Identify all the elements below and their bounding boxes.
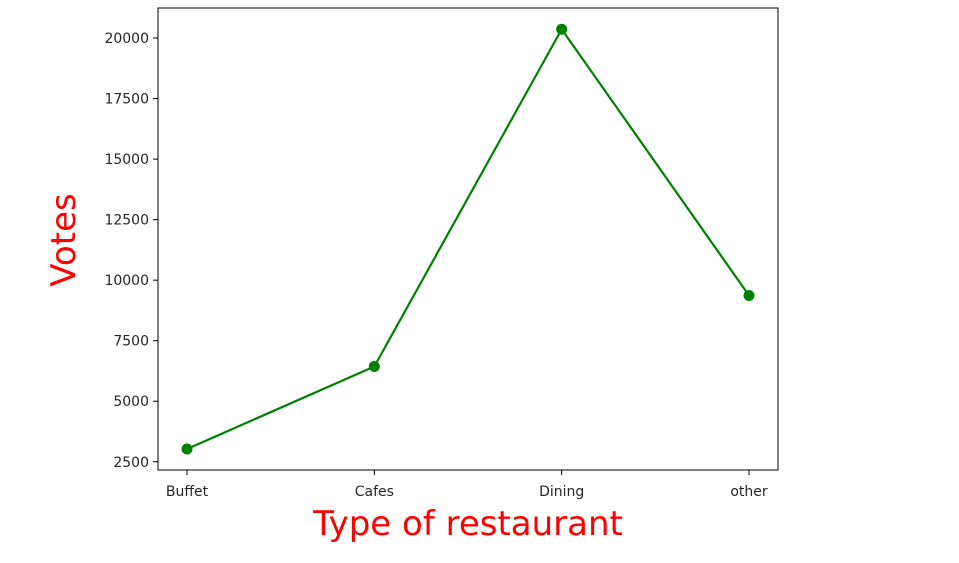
x-tick-label: Buffet (166, 484, 209, 500)
data-point (181, 443, 193, 455)
y-tick-label: 7500 (113, 334, 149, 350)
y-axis-label: Votes (44, 193, 84, 286)
series-line (186, 28, 750, 450)
y-tick-label: 2500 (113, 455, 149, 471)
y-tick-label: 5000 (113, 394, 149, 410)
x-tick-label: Cafes (355, 484, 394, 500)
data-point (368, 361, 380, 373)
x-axis-label: Type of restaurant (312, 504, 623, 544)
data-point (743, 289, 755, 301)
y-tick-label: 15000 (104, 152, 149, 168)
x-tick-label: other (730, 484, 768, 500)
plot-frame (157, 7, 779, 471)
x-axis: Buffet Cafes Dining other (166, 470, 768, 500)
y-tick-label: 20000 (104, 31, 149, 47)
y-tick-label: 17500 (104, 92, 149, 108)
data-point (556, 23, 568, 35)
y-axis: 2500 5000 7500 10000 12500 15000 17500 20000 (104, 31, 158, 471)
y-tick-label: 12500 (104, 213, 149, 229)
y-tick-label: 10000 (104, 273, 149, 289)
series-votes (181, 23, 755, 455)
x-tick-label: Dining (539, 484, 584, 500)
